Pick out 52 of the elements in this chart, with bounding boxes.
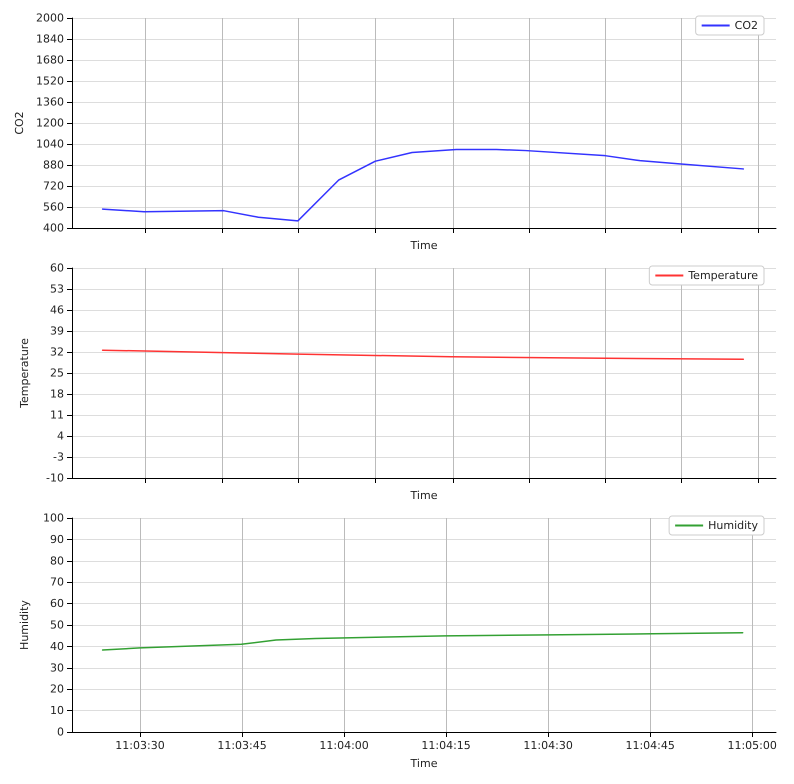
y-tick-label: 1200	[36, 116, 64, 130]
legend-label: Humidity	[708, 519, 758, 532]
x-tick-label: 11:04:30	[523, 739, 573, 752]
y-tick-label: 720	[43, 180, 64, 192]
y-tick-label: -3	[53, 450, 64, 464]
y-tick-label: -10	[46, 472, 64, 484]
y-tick-label: 1360	[36, 96, 64, 108]
x-tick-label: 11:04:15	[421, 739, 471, 752]
line-series	[102, 632, 744, 651]
y-tick-label: 0	[57, 726, 64, 738]
y-tick-label: 53	[50, 282, 64, 296]
y-axis-title: Temperature	[18, 338, 31, 409]
x-tick-label: 11:03:45	[217, 739, 267, 752]
x-tick-label: 11:04:00	[319, 739, 369, 752]
y-tick-label: 40	[50, 640, 64, 653]
y-axis-title: CO2	[13, 111, 26, 135]
y-tick-label: 60	[50, 597, 64, 610]
y-tick-label: 880	[43, 158, 64, 172]
y-tick-label: 1040	[36, 138, 64, 150]
y-tick-label: 4	[57, 430, 64, 442]
y-tick-label: 2000	[36, 12, 64, 24]
y-tick-label: 30	[50, 661, 64, 674]
y-tick-label: 10	[50, 704, 64, 718]
y-tick-label: 18	[50, 388, 64, 400]
y-tick-label: 39	[50, 324, 64, 338]
line-series	[102, 148, 744, 222]
legend-label: Temperature	[687, 269, 758, 282]
x-tick-label: 11:03:30	[115, 739, 165, 752]
y-tick-label: 100	[43, 512, 64, 524]
legend-label: CO2	[734, 19, 758, 32]
y-tick-label: 32	[50, 346, 64, 358]
y-tick-label: 90	[50, 532, 64, 546]
y-tick-label: 46	[50, 304, 64, 316]
y-tick-label: 400	[43, 222, 64, 234]
y-tick-label: 25	[50, 366, 64, 380]
line-series	[102, 349, 744, 360]
y-tick-label: 1520	[36, 74, 64, 88]
y-tick-label: 1840	[36, 32, 64, 46]
x-axis-title: Time	[410, 489, 438, 502]
y-tick-label: 560	[43, 200, 64, 214]
y-tick-label: 1680	[36, 54, 64, 66]
x-tick-label: 11:05:00	[727, 739, 777, 752]
x-axis-title: Time	[410, 239, 438, 252]
y-tick-label: 11	[50, 408, 64, 422]
y-tick-label: 50	[50, 618, 64, 632]
y-tick-label: 70	[50, 576, 64, 589]
x-tick-label: 11:04:45	[625, 739, 675, 752]
x-axis-title: Time	[410, 757, 438, 770]
y-axis-title: Humidity	[18, 600, 31, 650]
y-tick-label: 60	[50, 262, 64, 274]
y-tick-label: 20	[50, 682, 64, 696]
y-tick-label: 80	[50, 554, 64, 568]
